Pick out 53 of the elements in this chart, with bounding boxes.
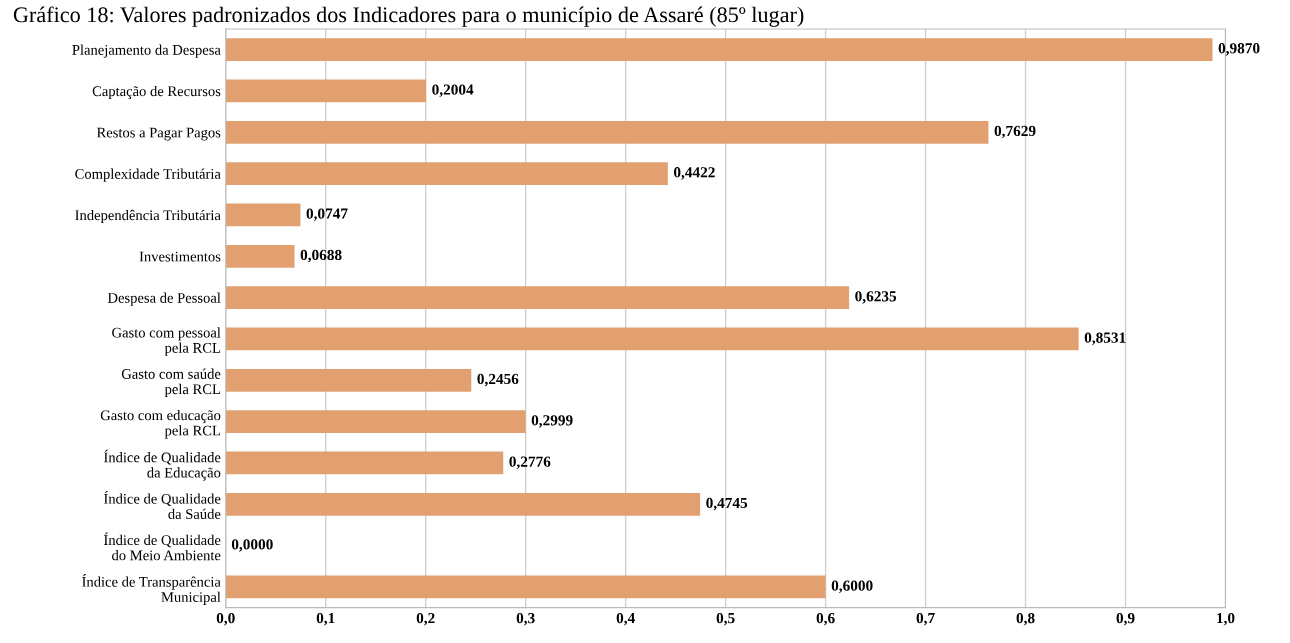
y-tick-label: Complexidade Tributária bbox=[75, 168, 221, 182]
bar bbox=[225, 451, 504, 475]
y-tick-label: Captação de Recursos bbox=[92, 85, 221, 100]
bar bbox=[225, 575, 826, 599]
chart-title: Gráfico 18: Valores padronizados dos Indicadores para o município de Assaré (85º lugar) bbox=[13, 6, 804, 27]
x-tick-label: 0,9 bbox=[1116, 612, 1135, 626]
bar bbox=[225, 120, 989, 144]
y-tick-label: Gasto com pessoal pela RCL bbox=[112, 327, 221, 356]
bar bbox=[225, 38, 1213, 61]
x-tick-label: 0,2 bbox=[416, 612, 435, 626]
x-tick-label: 0,0 bbox=[216, 612, 235, 626]
x-tick-label: 0,7 bbox=[916, 612, 935, 626]
data-label: 0,2456 bbox=[477, 373, 519, 387]
data-label: 0,9870 bbox=[1218, 43, 1260, 56]
data-label: 0,6235 bbox=[855, 291, 897, 304]
bar bbox=[225, 162, 668, 185]
data-label: 0,2004 bbox=[432, 84, 474, 97]
bar bbox=[225, 79, 427, 103]
y-tick-label: Gasto com saúde pela RCL bbox=[121, 368, 221, 398]
data-label: 0,2999 bbox=[531, 415, 573, 428]
x-tick-label: 0,1 bbox=[316, 612, 335, 626]
data-label: 0,4745 bbox=[706, 497, 748, 511]
data-label: 0,0688 bbox=[300, 249, 342, 263]
y-tick-label: Índice de Transparência Municipal bbox=[82, 574, 221, 605]
x-tick-label: 0,4 bbox=[616, 612, 635, 626]
data-label: 0,6000 bbox=[831, 580, 873, 594]
y-tick-label: Investimentos bbox=[139, 251, 221, 262]
y-tick-label: Índice de Qualidade da Educação bbox=[103, 449, 221, 481]
x-tick-label: 0,6 bbox=[816, 612, 835, 626]
y-tick-label: Índice de Qualidade da Saúde bbox=[103, 491, 221, 519]
y-tick-label: Índice de Qualidade do Meio Ambiente bbox=[103, 532, 221, 561]
bar bbox=[225, 410, 526, 433]
data-label: 0,0000 bbox=[231, 539, 273, 552]
bar bbox=[225, 492, 701, 516]
bar bbox=[225, 244, 295, 268]
y-tick-label: Despesa de Pessoal bbox=[107, 292, 221, 306]
y-tick-label: Restos a Pagar Pagos bbox=[96, 127, 221, 141]
bar bbox=[225, 368, 472, 392]
data-label: 0,0747 bbox=[306, 208, 348, 221]
y-tick-label: Planejamento da Despesa bbox=[72, 44, 221, 58]
x-tick-label: 1,0 bbox=[1217, 612, 1235, 626]
y-tick-label: Gasto com educação pela RCL bbox=[100, 409, 221, 439]
x-tick-label: 0,3 bbox=[516, 612, 535, 626]
x-tick-label: 0,8 bbox=[1016, 612, 1035, 626]
data-label: 0,2776 bbox=[509, 456, 551, 469]
data-label: 0,8531 bbox=[1084, 332, 1126, 345]
y-tick-label: Independência Tributária bbox=[75, 209, 221, 224]
bar bbox=[225, 203, 301, 227]
data-label: 0,7629 bbox=[994, 125, 1036, 139]
bar bbox=[225, 286, 850, 309]
x-tick-label: 0,5 bbox=[716, 612, 735, 626]
data-label: 0,4422 bbox=[673, 167, 715, 180]
bar bbox=[225, 327, 1079, 351]
